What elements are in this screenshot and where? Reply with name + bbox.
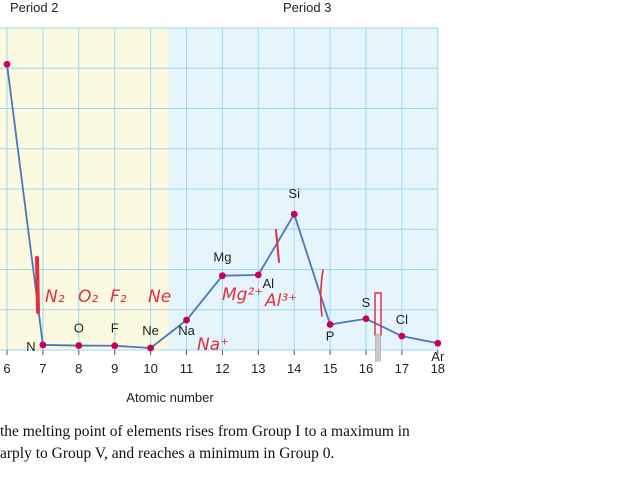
pen-marks bbox=[35, 229, 382, 362]
handwritten-ne: Ne bbox=[148, 287, 171, 307]
point-Ne bbox=[147, 344, 155, 352]
element-label-Al: Al bbox=[263, 276, 275, 291]
grid-lines bbox=[0, 27, 439, 351]
handwritten-na: Na⁺ bbox=[197, 335, 229, 355]
handwritten-o2: O₂ bbox=[78, 287, 98, 307]
handwritten-n2: N₂ bbox=[45, 287, 65, 307]
x-tick-label-17: 17 bbox=[395, 361, 409, 376]
element-labels: N O F Ne Na Mg Al Si P S Cl Ar bbox=[26, 186, 445, 364]
period-2-label: Period 2 bbox=[10, 0, 59, 15]
point-Si bbox=[290, 210, 298, 218]
x-tick-label-7: 7 bbox=[39, 361, 46, 376]
x-axis-label: Atomic number bbox=[126, 390, 214, 405]
x-tick-label-13: 13 bbox=[251, 361, 265, 376]
point-Cl bbox=[398, 332, 406, 340]
point-O bbox=[75, 342, 83, 349]
caption-line-2: arply to Group V, and reaches a minimum … bbox=[0, 445, 335, 462]
pen-stroke-al bbox=[275, 229, 280, 263]
point-Al bbox=[254, 271, 262, 279]
point-F bbox=[111, 342, 119, 350]
point-c bbox=[3, 60, 11, 68]
point-P bbox=[326, 321, 334, 328]
point-S bbox=[362, 315, 370, 323]
x-tick-label-11: 11 bbox=[180, 361, 194, 376]
point-N bbox=[39, 341, 47, 349]
x-tick-label-12: 12 bbox=[215, 361, 229, 376]
point-Mg bbox=[219, 272, 226, 280]
handwritten-labels: N₂ O₂ F₂ Ne Mg²⁺ Al³⁺ Na⁺ bbox=[45, 285, 297, 355]
x-tick-label-9: 9 bbox=[111, 361, 118, 376]
x-tick-label-10: 10 bbox=[143, 361, 157, 376]
caption-line-1: the melting point of elements rises from… bbox=[0, 423, 410, 440]
handwritten-mg: Mg²⁺ bbox=[222, 285, 263, 305]
pen-stroke-n bbox=[35, 256, 40, 314]
element-label-N: N bbox=[26, 339, 35, 354]
x-tick-label-15: 15 bbox=[323, 361, 337, 376]
x-tick-label-14: 14 bbox=[287, 361, 301, 376]
x-tick-label-18: 18 bbox=[431, 361, 445, 376]
element-label-O: O bbox=[74, 321, 84, 336]
element-label-Ne: Ne bbox=[142, 323, 159, 338]
x-tick-label-16: 16 bbox=[359, 361, 373, 376]
pen-box-s-base bbox=[375, 334, 381, 362]
element-label-Si: Si bbox=[288, 186, 300, 201]
element-label-F: F bbox=[111, 321, 119, 336]
pen-stroke-p bbox=[319, 269, 324, 317]
element-label-S: S bbox=[362, 295, 371, 310]
period-3-label: Period 3 bbox=[283, 0, 332, 15]
handwritten-f2: F₂ bbox=[110, 287, 127, 307]
element-label-Mg: Mg bbox=[213, 250, 231, 265]
data-points bbox=[3, 60, 442, 352]
element-label-P: P bbox=[326, 328, 335, 343]
element-label-Ar: Ar bbox=[431, 349, 445, 364]
element-label-Cl: Cl bbox=[396, 312, 408, 327]
x-axis-ticks: 6 7 8 9 10 11 12 13 14 15 16 17 18 bbox=[3, 350, 445, 376]
point-Ar bbox=[434, 339, 442, 347]
x-tick-label-8: 8 bbox=[75, 361, 82, 376]
element-label-Na: Na bbox=[178, 323, 195, 338]
point-Na bbox=[183, 316, 190, 324]
handwritten-al: Al³⁺ bbox=[264, 291, 297, 311]
x-tick-label-6: 6 bbox=[3, 361, 10, 376]
